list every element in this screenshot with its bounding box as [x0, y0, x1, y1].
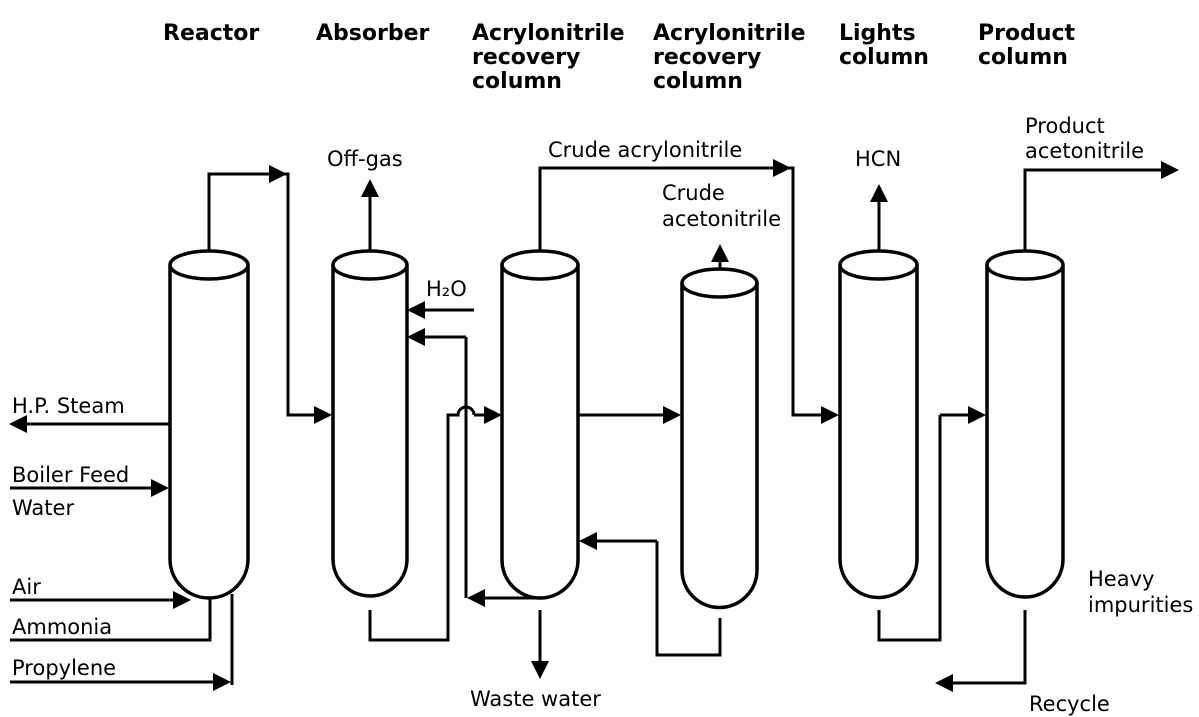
absorber — [331, 265, 409, 598]
heading: column — [978, 45, 1068, 70]
pipe — [655, 541, 722, 657]
pipe — [368, 405, 476, 642]
stream-label: Crude — [662, 181, 725, 205]
pipe — [877, 415, 942, 642]
stream-label: Waste water — [470, 687, 601, 711]
heading: column — [472, 69, 562, 94]
heading: Acrylonitrile — [472, 21, 625, 46]
lights-column — [838, 265, 919, 600]
vessel-top — [680, 267, 759, 299]
stream-label: Air — [12, 575, 41, 599]
stream-label: Heavy — [1088, 567, 1154, 591]
heading: recovery — [653, 45, 761, 70]
heading: recovery — [472, 45, 580, 70]
pipe — [10, 598, 212, 642]
stream-labels: Off-gas Crude acrylonitrile Crude aceton… — [12, 114, 1193, 716]
heading: column — [839, 45, 929, 70]
headings: Reactor Absorber Acrylonitrile recovery … — [163, 21, 1076, 94]
heading: Lights — [839, 21, 916, 46]
stream-label: Water — [12, 496, 74, 520]
stream-label: Product — [1025, 114, 1105, 138]
vessel-top — [985, 249, 1065, 281]
stream-label: H.P. Steam — [12, 394, 125, 418]
vessel-top — [838, 249, 919, 281]
vessel-top — [168, 249, 250, 281]
heading: Reactor — [163, 21, 259, 46]
stream-label: acetonitrile — [1025, 139, 1144, 163]
stream-label: acetonitrile — [662, 207, 781, 231]
piping — [9, 159, 1179, 692]
stream-label: Propylene — [12, 656, 116, 680]
recovery-column — [680, 283, 759, 610]
stream-label: HCN — [855, 147, 901, 171]
reactor — [168, 265, 250, 600]
stream-label: Off-gas — [327, 147, 403, 171]
product-column — [985, 265, 1065, 599]
vessels — [168, 249, 1065, 610]
pipe — [1023, 161, 1179, 251]
stream-label: Boiler Feed — [12, 463, 129, 487]
heading: Acrylonitrile — [653, 21, 806, 46]
recovery-column — [500, 265, 580, 600]
heading: column — [653, 69, 743, 94]
heading: Product — [978, 21, 1076, 46]
stream-label: impurities — [1088, 593, 1193, 617]
vessel-top — [500, 249, 580, 281]
stream-label: Ammonia — [12, 615, 112, 639]
heading: Absorber — [316, 21, 430, 46]
pipe — [935, 610, 1027, 692]
stream-label: Crude acrylonitrile — [548, 138, 742, 162]
stream-label: Recycle — [1029, 692, 1110, 716]
stream-label: H₂O — [426, 277, 467, 301]
vessel-top — [331, 249, 409, 281]
